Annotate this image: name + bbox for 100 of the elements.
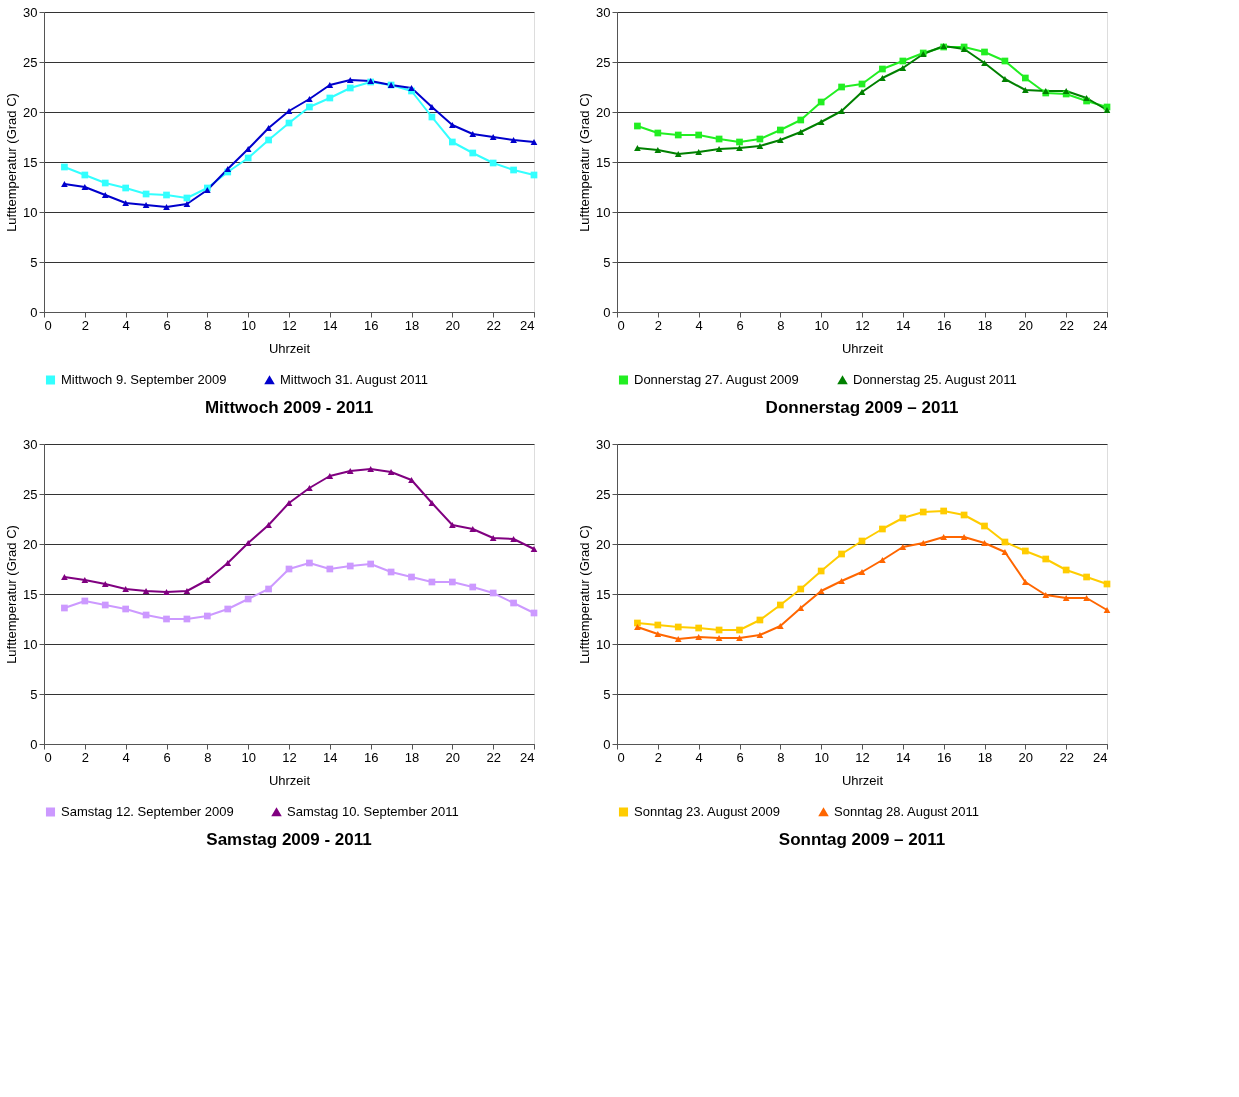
y-tick-label: 20 [596,536,611,552]
y-tick-label: 20 [23,104,38,120]
x-tick-label: 0 [44,749,52,765]
x-tick-label: 6 [736,317,744,333]
legend-label: Donnerstag 27. August 2009 [634,371,799,387]
text: Sonntag 2009 – 2011 [778,830,946,849]
x-tick-label: 2 [81,749,89,765]
x-tick-label: 10 [241,749,256,765]
x-tick-label: 8 [204,317,212,333]
x-tick-label: 2 [654,317,662,333]
x-tick-label: 22 [486,317,501,333]
x-axis-title: Uhrzeit [268,772,311,788]
y-tick-label: 30 [596,436,611,452]
y-tick-label: 25 [596,486,611,502]
x-tick-label: 0 [617,317,625,333]
x-tick-label: 6 [736,749,744,765]
y-axis-title: Lufttemperatur (Grad C) [4,93,20,232]
y-tick-label: 15 [596,154,611,170]
y-tick-label: 30 [596,4,611,20]
x-axis-title: Uhrzeit [268,340,311,356]
legend-label: Samstag 12. September 2009 [61,803,234,819]
y-tick-label: 15 [23,586,38,602]
x-tick-label: 14 [896,749,911,765]
x-tick-label: 10 [814,317,829,333]
y-tick-label: 0 [603,736,611,752]
y-axis-title: Lufttemperatur (Grad C) [577,525,593,664]
x-tick-label: 2 [654,749,662,765]
x-tick-label: 8 [777,317,785,333]
x-tick-label: 0 [617,749,625,765]
x-tick-label: 24 [1093,317,1108,333]
y-tick-label: 20 [596,104,611,120]
x-tick-label: 10 [241,317,256,333]
x-tick-label: 24 [520,317,535,333]
y-tick-label: 5 [603,254,611,270]
x-tick-label: 20 [1018,749,1034,765]
x-tick-label: 6 [163,317,171,333]
y-tick-label: 5 [30,254,38,270]
x-tick-label: 22 [1059,749,1074,765]
legend-label: Sonntag 23. August 2009 [634,803,781,819]
x-tick-label: 2 [81,317,89,333]
y-tick-label: 15 [596,586,611,602]
x-axis-title: Uhrzeit [841,772,884,788]
y-tick-label: 20 [23,536,38,552]
y-tick-label: 5 [603,686,611,702]
y-tick-label: 25 [596,54,611,70]
x-tick-label: 16 [936,317,952,333]
legend-label: Sonntag 28. August 2011 [834,804,980,820]
x-tick-label: 6 [163,749,171,765]
x-tick-label: 24 [520,749,535,765]
y-tick-label: 0 [30,736,38,752]
x-tick-label: 4 [695,317,703,333]
x-tick-label: 18 [404,749,420,765]
x-tick-label: 18 [404,317,420,333]
x-tick-label: 20 [445,749,461,765]
y-tick-label: 10 [596,636,611,652]
x-tick-label: 20 [445,317,461,333]
y-tick-label: 10 [23,204,38,220]
x-tick-label: 12 [282,317,297,333]
legend-label: Mittwoch 31. August 2011 [280,372,428,388]
x-tick-label: 4 [122,317,130,333]
x-tick-label: 4 [122,749,130,765]
y-tick-label: 25 [23,486,38,502]
x-tick-label: 20 [1018,317,1034,333]
text: Mittwoch 2009 - 2011 [204,398,374,417]
y-tick-label: 25 [23,54,38,70]
y-tick-label: 10 [596,204,611,220]
legend-label: Donnerstag 25. August 2011 [853,372,1017,388]
x-tick-label: 0 [44,317,52,333]
y-tick-label: 5 [30,686,38,702]
legend-label: Mittwoch 9. September 2009 [61,371,227,387]
x-tick-label: 14 [323,749,338,765]
x-tick-label: 10 [814,749,829,765]
x-tick-label: 14 [896,317,911,333]
y-tick-label: 15 [23,154,38,170]
text: Donnerstag 2009 – 2011 [765,398,959,417]
text: Samstag 2009 - 2011 [206,830,372,849]
x-tick-label: 16 [363,749,379,765]
x-tick-label: 4 [695,749,703,765]
x-tick-label: 12 [855,749,870,765]
y-tick-label: 30 [23,4,38,20]
y-tick-label: 30 [23,436,38,452]
legend-label: Samstag 10. September 2011 [287,804,459,820]
x-tick-label: 24 [1093,749,1108,765]
y-axis-title: Lufttemperatur (Grad C) [577,93,593,232]
x-tick-label: 22 [1059,317,1074,333]
x-tick-label: 12 [282,749,297,765]
x-tick-label: 12 [855,317,870,333]
x-tick-label: 18 [977,317,993,333]
x-tick-label: 16 [363,317,379,333]
y-axis-title: Lufttemperatur (Grad C) [4,525,20,664]
x-tick-label: 16 [936,749,952,765]
y-tick-label: 0 [30,304,38,320]
y-tick-label: 10 [23,636,38,652]
x-tick-label: 18 [977,749,993,765]
x-tick-label: 8 [204,749,212,765]
x-tick-label: 22 [486,749,501,765]
y-tick-label: 0 [603,304,611,320]
x-tick-label: 14 [323,317,338,333]
x-tick-label: 8 [777,749,785,765]
x-axis-title: Uhrzeit [841,340,884,356]
